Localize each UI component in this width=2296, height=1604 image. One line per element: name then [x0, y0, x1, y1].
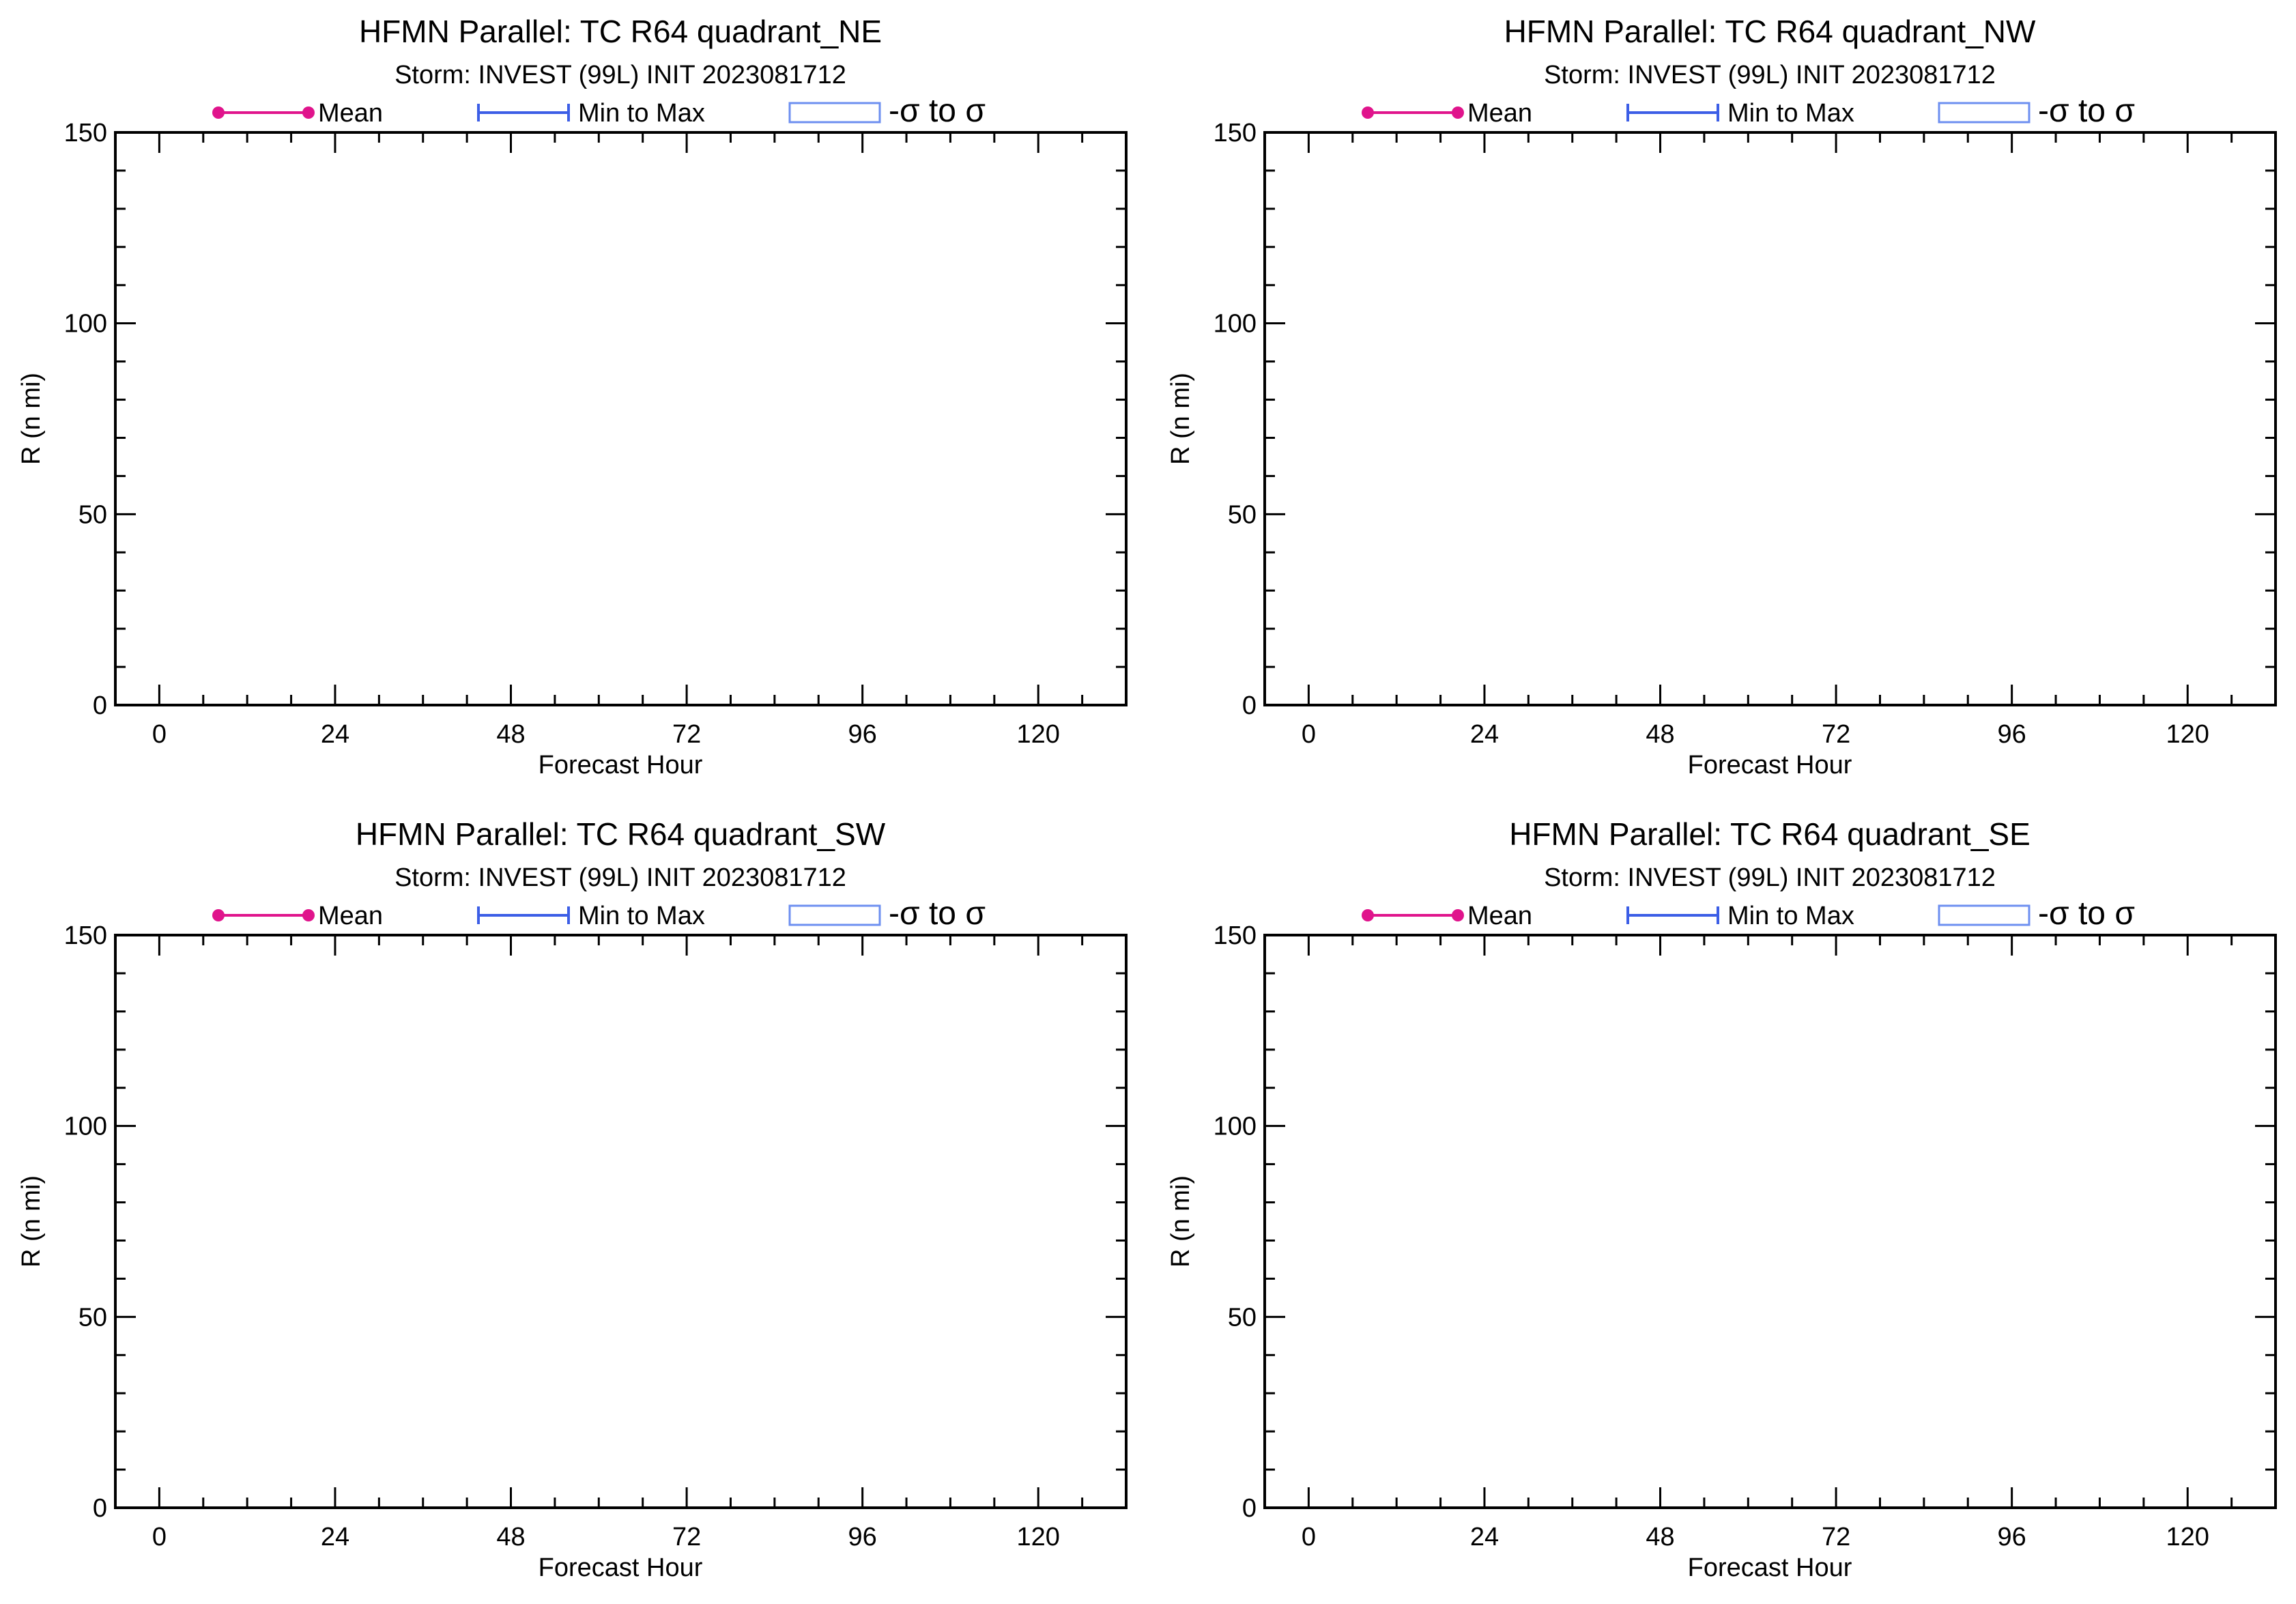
- y-tick-label: 0: [93, 1494, 107, 1523]
- legend-minmax-label: Min to Max: [578, 99, 705, 128]
- x-tick-label: 72: [1822, 720, 1850, 749]
- legend-mean-marker: [1362, 909, 1374, 921]
- legend-mean-marker: [1452, 106, 1464, 119]
- x-tick-label: 120: [2166, 720, 2209, 749]
- chart-panel-1: HFMN Parallel: TC R64 quadrant_NE Storm: …: [17, 14, 1128, 779]
- legend-mean-marker: [302, 909, 315, 921]
- x-tick-label: 24: [1470, 1523, 1499, 1551]
- legend-sigma-box: [788, 904, 881, 926]
- legend-mean-label: Mean: [1467, 99, 1532, 128]
- x-tick-label: 48: [496, 1523, 525, 1551]
- legend-sigma-box: [788, 102, 881, 124]
- legend-mean-marker: [212, 106, 225, 119]
- x-tick-label: 48: [1646, 720, 1674, 749]
- x-tick-label: 96: [1998, 720, 2026, 749]
- chart-legend: Mean Min to Max -σ to σ: [1362, 93, 2135, 129]
- chart-title: HFMN Parallel: TC R64 quadrant_NW: [1504, 14, 2036, 49]
- x-axis-label: Forecast Hour: [1688, 1553, 1852, 1582]
- y-tick-label: 100: [1214, 310, 1257, 339]
- y-tick-label: 100: [1214, 1113, 1257, 1141]
- y-tick-label: 150: [1214, 921, 1257, 950]
- chart-panel-2: HFMN Parallel: TC R64 quadrant_NW Storm: …: [1166, 14, 2277, 779]
- legend-mean-marker: [1362, 106, 1374, 119]
- legend-mean-label: Mean: [1467, 902, 1532, 930]
- chart-subtitle: Storm: INVEST (99L) INIT 2023081712: [394, 863, 846, 892]
- chart-subtitle: Storm: INVEST (99L) INIT 2023081712: [394, 61, 846, 89]
- legend-mean-marker: [1452, 909, 1464, 921]
- x-axis-label: Forecast Hour: [539, 751, 703, 779]
- y-tick-label: 0: [93, 691, 107, 720]
- legend-mean-marker: [212, 909, 225, 921]
- x-tick-label: 120: [1017, 720, 1060, 749]
- chart-title: HFMN Parallel: TC R64 quadrant_SE: [1509, 816, 2030, 852]
- legend-sigma-label: -σ to σ: [2038, 93, 2135, 129]
- chart-panel-4: HFMN Parallel: TC R64 quadrant_SE Storm: …: [1166, 816, 2277, 1582]
- x-tick-label: 24: [321, 720, 349, 749]
- x-tick-label: 120: [1017, 1523, 1060, 1551]
- chart-title: HFMN Parallel: TC R64 quadrant_NE: [359, 14, 882, 49]
- y-tick-label: 100: [64, 310, 107, 339]
- y-tick-label: 150: [64, 119, 107, 147]
- x-tick-label: 24: [1470, 720, 1499, 749]
- legend-sigma-box: [1938, 102, 2030, 124]
- y-tick-label: 50: [1228, 500, 1257, 529]
- x-axis-label: Forecast Hour: [539, 1553, 703, 1582]
- legend-sigma-box: [1938, 904, 2030, 926]
- x-tick-label: 0: [1302, 720, 1316, 749]
- x-tick-label: 96: [848, 1523, 877, 1551]
- y-tick-label: 100: [64, 1113, 107, 1141]
- x-tick-label: 0: [152, 1523, 167, 1551]
- x-tick-label: 0: [152, 720, 167, 749]
- legend-minmax-label: Min to Max: [1727, 99, 1854, 128]
- chart-subtitle: Storm: INVEST (99L) INIT 2023081712: [1544, 61, 1996, 89]
- legend-minmax-label: Min to Max: [578, 902, 705, 930]
- y-tick-label: 0: [1242, 1494, 1257, 1523]
- chart-title: HFMN Parallel: TC R64 quadrant_SW: [356, 816, 886, 852]
- y-tick-label: 50: [78, 500, 107, 529]
- legend-sigma-label: -σ to σ: [2038, 896, 2135, 932]
- x-tick-label: 120: [2166, 1523, 2209, 1551]
- y-axis-label: R (n mi): [1166, 1175, 1195, 1268]
- legend-sigma-label: -σ to σ: [889, 896, 986, 932]
- legend-mean-label: Mean: [318, 902, 383, 930]
- x-tick-label: 96: [1998, 1523, 2026, 1551]
- x-axis-label: Forecast Hour: [1688, 751, 1852, 779]
- x-tick-label: 24: [321, 1523, 349, 1551]
- y-tick-label: 0: [1242, 691, 1257, 720]
- y-tick-label: 50: [1228, 1303, 1257, 1332]
- x-tick-label: 96: [848, 720, 877, 749]
- x-tick-label: 72: [1822, 1523, 1850, 1551]
- chart-legend: Mean Min to Max -σ to σ: [212, 93, 986, 129]
- plot-frame: [114, 131, 1128, 706]
- y-tick-label: 50: [78, 1303, 107, 1332]
- plot-frame: [1263, 934, 2277, 1509]
- chart-legend: Mean Min to Max -σ to σ: [212, 896, 986, 932]
- x-tick-label: 72: [672, 1523, 701, 1551]
- x-tick-label: 48: [1646, 1523, 1674, 1551]
- x-tick-label: 72: [672, 720, 701, 749]
- y-axis-label: R (n mi): [1166, 373, 1195, 465]
- y-axis-label: R (n mi): [17, 373, 46, 465]
- y-tick-label: 150: [64, 921, 107, 950]
- y-tick-label: 150: [1214, 119, 1257, 147]
- chart-panel-3: HFMN Parallel: TC R64 quadrant_SW Storm: …: [17, 816, 1128, 1582]
- plot-frame: [114, 934, 1128, 1509]
- x-tick-label: 48: [496, 720, 525, 749]
- legend-minmax-label: Min to Max: [1727, 902, 1854, 930]
- legend-mean-marker: [302, 106, 315, 119]
- x-tick-label: 0: [1302, 1523, 1316, 1551]
- plot-frame: [1263, 131, 2277, 706]
- chart-subtitle: Storm: INVEST (99L) INIT 2023081712: [1544, 863, 1996, 892]
- legend-mean-label: Mean: [318, 99, 383, 128]
- legend-sigma-label: -σ to σ: [889, 93, 986, 129]
- chart-legend: Mean Min to Max -σ to σ: [1362, 896, 2135, 932]
- y-axis-label: R (n mi): [17, 1175, 46, 1268]
